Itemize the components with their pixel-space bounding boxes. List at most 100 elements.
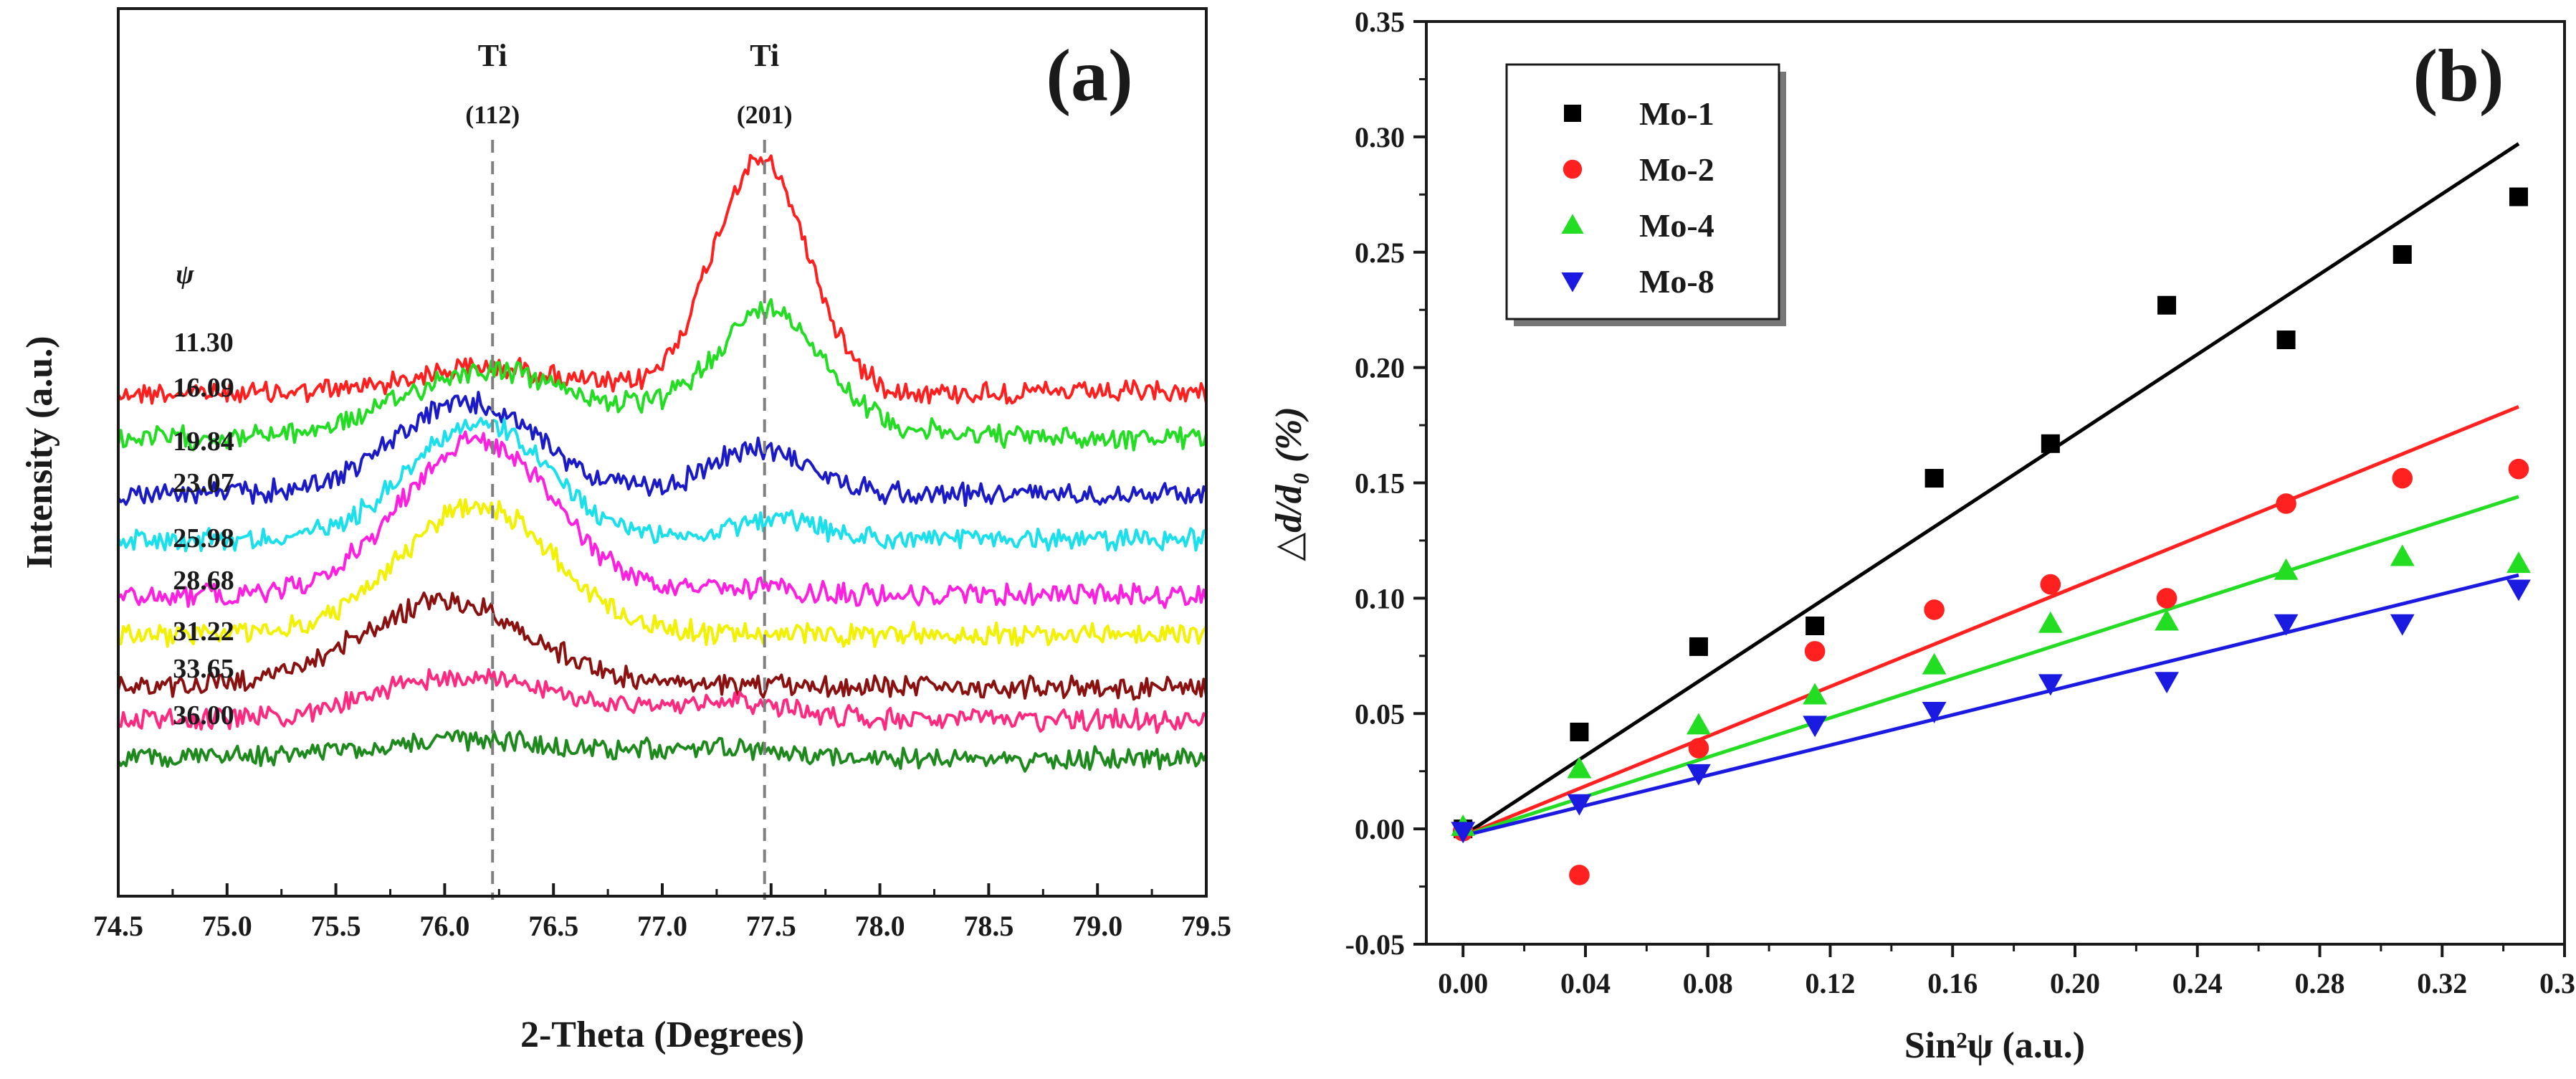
a-psi-symbol: ψ: [176, 260, 194, 290]
b-panel-label: (b): [2413, 34, 2504, 117]
point-Mo-1: [2276, 331, 2296, 350]
b-data-points: [1451, 187, 2531, 885]
b-y-tick-label: 0.20: [1355, 352, 1405, 384]
b-y-axis-title: △d/d₀ (%): [1269, 407, 1310, 561]
b-x-tick-label: 0.00: [1438, 967, 1488, 999]
panel-a: Ti (112) Ti (201) 11.30 16.09 19.84 23.07 25.98…: [19, 7, 1231, 1055]
b-x-tick-label: 0.36: [2539, 967, 2576, 999]
a-x-tick-label: 78.0: [855, 910, 905, 942]
point-Mo-4: [2390, 544, 2415, 566]
b-x-tick-label: 0.20: [2050, 967, 2100, 999]
b-x-tick-label: 0.08: [1683, 967, 1733, 999]
psi-label-23.07: 23.07: [173, 468, 234, 498]
b-y-tick-label: 0.25: [1355, 237, 1405, 269]
point-Mo-1: [1805, 616, 1825, 635]
a-x-tick-label: 79.5: [1181, 910, 1231, 942]
b-x-tick-label: 0.04: [1560, 967, 1611, 999]
point-Mo-8: [2506, 579, 2531, 602]
legend-box: [1505, 63, 1780, 320]
point-Mo-4: [1567, 756, 1592, 779]
fit-line-Mo-4: [1462, 495, 2519, 838]
trace-psi-31.22: [117, 591, 1208, 701]
legend-marker-Mo-4: [1561, 214, 1584, 234]
point-Mo-4: [1922, 652, 1947, 675]
peak-index-1: (201): [737, 100, 793, 129]
b-x-axis-title: Sin²ψ (a.u.): [1904, 1025, 2085, 1066]
b-fit-lines: [1461, 142, 2520, 838]
psi-label-36.00: 36.00: [173, 700, 234, 731]
point-Mo-2: [2040, 574, 2061, 595]
peak-title-0: Ti: [478, 38, 507, 73]
legend: Mo-1 Mo-2 Mo-4 Mo-8: [1505, 63, 1786, 326]
point-Mo-4: [2038, 611, 2063, 633]
legend-label-Mo-8: Mo-8: [1639, 263, 1714, 300]
b-axis-ticks: 0.00 0.04 0.08 0.12 0.16 0.20 0.24 0.28 0.32 0.36…: [1345, 6, 2576, 999]
point-Mo-2: [1688, 738, 1709, 759]
a-traces: [117, 153, 1208, 773]
point-Mo-4: [2274, 558, 2299, 580]
trace-psi-36.00: [117, 729, 1208, 773]
point-Mo-4: [2506, 551, 2531, 574]
b-x-tick-label: 0.16: [1927, 967, 1978, 999]
point-Mo-8: [2274, 614, 2299, 636]
panel-b: 0.00 0.04 0.08 0.12 0.16 0.20 0.24 0.28 0.32 0.36…: [1269, 6, 2576, 1066]
point-Mo-8: [2155, 672, 2179, 694]
a-y-axis-title: Intensity (a.u.): [19, 336, 60, 569]
trace-psi-16.09: [117, 298, 1208, 452]
trace-psi-28.68: [117, 498, 1208, 648]
point-Mo-8: [1803, 716, 1828, 738]
a-x-tick-label: 78.5: [963, 910, 1013, 942]
b-y-tick-label: 0.10: [1355, 582, 1405, 614]
b-x-tick-label: 0.12: [1805, 967, 1855, 999]
point-Mo-2: [1804, 641, 1826, 662]
point-Mo-8: [2038, 674, 2063, 696]
point-Mo-4: [1803, 683, 1828, 705]
a-x-tick-label: 75.5: [311, 910, 361, 942]
a-x-tick-label: 77.5: [746, 910, 796, 942]
b-x-axis-title-text: Sin²ψ (a.u.): [1904, 1025, 2085, 1066]
b-x-tick-label: 0.32: [2417, 967, 2467, 999]
b-y-tick-label: 0.15: [1355, 467, 1405, 500]
trace-psi-25.98: [117, 430, 1208, 609]
point-Mo-2: [2276, 493, 2296, 514]
point-Mo-8: [1687, 764, 1711, 786]
a-plot-frame: [117, 7, 1208, 898]
fit-line-Mo-1: [1461, 142, 2520, 837]
psi-label-16.09: 16.09: [173, 373, 234, 403]
point-Mo-1: [1689, 637, 1708, 656]
a-series-labels: 11.30 16.09 19.84 23.07 25.98 28.68 31.22 33.65…: [173, 328, 234, 731]
legend-label-Mo-2: Mo-2: [1639, 151, 1714, 188]
psi-label-11.30: 11.30: [173, 328, 233, 358]
b-y-tick-label: 0.30: [1355, 121, 1405, 153]
b-y-tick-label: 0.05: [1355, 698, 1405, 730]
point-Mo-8: [1567, 794, 1592, 816]
a-x-tick-label: 79.0: [1072, 910, 1122, 942]
point-Mo-4: [2155, 609, 2179, 631]
a-x-tick-label: 76.0: [419, 910, 469, 942]
psi-label-33.65: 33.65: [173, 654, 234, 684]
a-reference-lines: Ti (112) Ti (201): [465, 38, 793, 900]
b-y-tick-label: -0.05: [1345, 928, 1405, 961]
point-Mo-1: [1570, 722, 1589, 741]
trace-psi-33.65: [118, 667, 1208, 734]
trace-psi-11.30: [117, 153, 1208, 405]
legend-marker-Mo-2: [1563, 159, 1583, 179]
point-Mo-2: [1569, 865, 1590, 885]
psi-label-31.22: 31.22: [173, 617, 234, 647]
point-Mo-1: [2509, 187, 2528, 206]
trace-psi-23.07: [117, 417, 1207, 553]
legend-marker-Mo-8: [1561, 272, 1584, 293]
point-Mo-2: [2508, 458, 2529, 480]
psi-label-25.98: 25.98: [173, 523, 234, 553]
b-y-tick-label: 0.35: [1355, 6, 1405, 38]
fit-line-Mo-2: [1462, 405, 2519, 838]
legend-label-Mo-1: Mo-1: [1639, 95, 1714, 132]
b-x-tick-label: 0.24: [2172, 967, 2223, 999]
peak-index-0: (112): [465, 100, 520, 129]
point-Mo-4: [1687, 713, 1711, 735]
a-x-tick-label: 77.0: [637, 910, 687, 942]
a-x-tick-label: 74.5: [93, 910, 143, 942]
point-Mo-8: [2390, 614, 2415, 636]
b-x-tick-label: 0.28: [2294, 967, 2344, 999]
a-x-tick-label: 75.0: [202, 910, 252, 942]
